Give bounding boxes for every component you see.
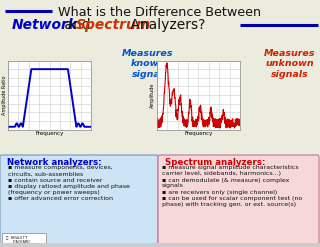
Text: ▪ can be used for scalar component test (no
phase) with tracking gen. or ext. so: ▪ can be used for scalar component test … [162, 196, 302, 207]
Bar [2, 233, 46, 246]
FancyBboxPatch shape [158, 155, 319, 245]
Text: ▪ display ratioed amplitude and phase
(frequency or power sweeps): ▪ display ratioed amplitude and phase (f… [8, 184, 130, 195]
Text: ⒱ HEWLETT
   PACKARD: ⒱ HEWLETT PACKARD [6, 235, 30, 244]
Text: Spectrum: Spectrum [76, 18, 151, 32]
Text: and: and [60, 18, 95, 32]
Text: ▪ offer advanced error correction: ▪ offer advanced error correction [8, 196, 113, 201]
Text: Analyzers?: Analyzers? [126, 18, 205, 32]
Text: Measures
unknown
signals: Measures unknown signals [264, 49, 316, 79]
Y-axis label: Amplitude: Amplitude [150, 82, 156, 108]
Text: ▪ measure components, devices,
circuits, sub-assemblies: ▪ measure components, devices, circuits,… [8, 165, 113, 176]
Text: Network analyzers:: Network analyzers: [7, 158, 102, 167]
Text: What is the Difference Between: What is the Difference Between [58, 6, 261, 19]
Text: Network: Network [12, 18, 78, 32]
X-axis label: Frequency: Frequency [36, 131, 64, 136]
Text: Measures
known
signal: Measures known signal [122, 49, 174, 79]
Text: ▪ contain source and receiver: ▪ contain source and receiver [8, 178, 102, 183]
Text: ▪ are receivers only (single channel): ▪ are receivers only (single channel) [162, 190, 277, 195]
Bar [0, 243, 320, 247]
Y-axis label: Amplitude Ratio: Amplitude Ratio [2, 75, 7, 115]
X-axis label: Frequency: Frequency [184, 131, 212, 136]
Text: Spectrum analyzers:: Spectrum analyzers: [165, 158, 265, 167]
Text: ▪ measure signal amplitude characteristics
carrier level, sidebands, harmonics..: ▪ measure signal amplitude characteristi… [162, 165, 299, 176]
FancyBboxPatch shape [0, 155, 158, 245]
Text: ▪ can demodulate (& measure) complex
signals: ▪ can demodulate (& measure) complex sig… [162, 178, 289, 188]
